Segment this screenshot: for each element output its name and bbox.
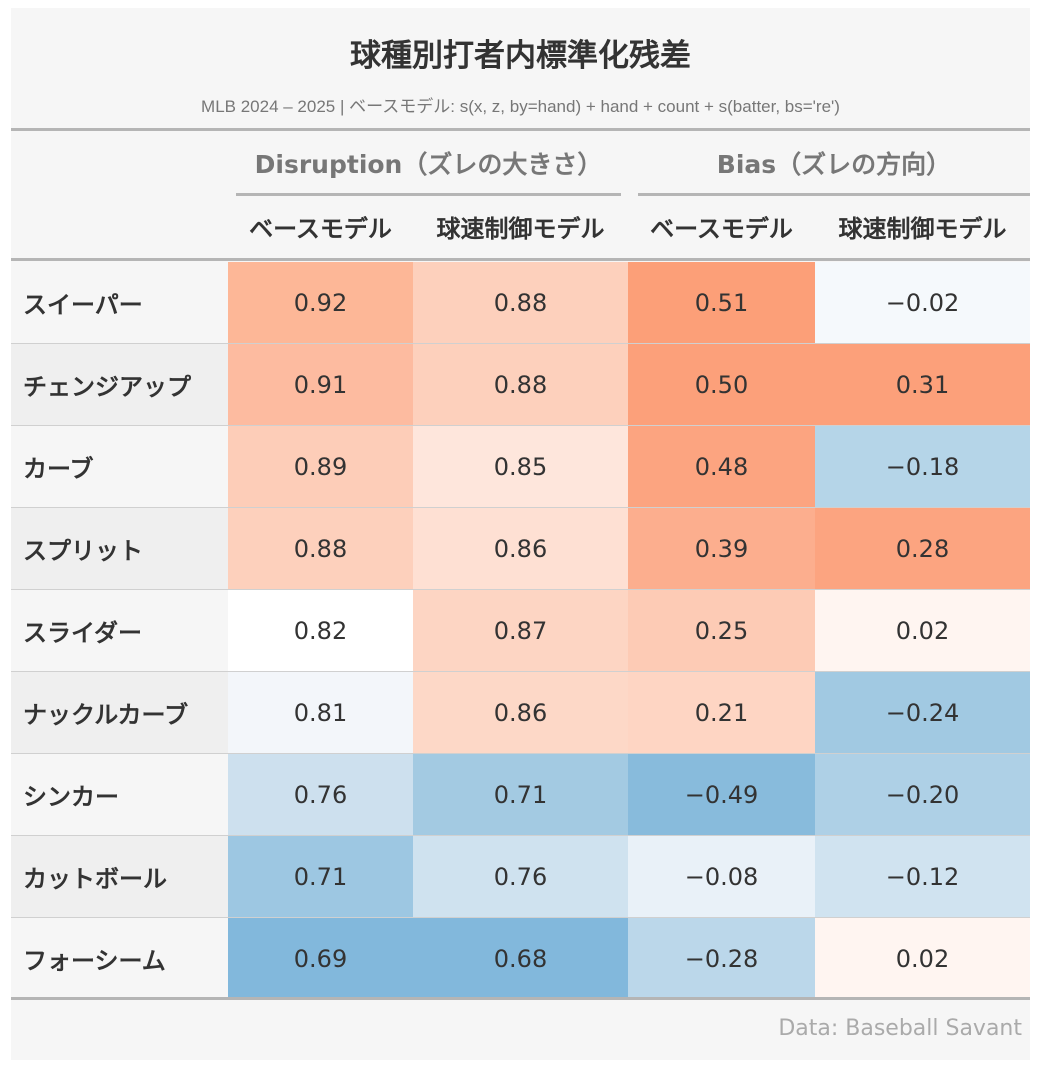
row-label: スプリット bbox=[11, 507, 228, 590]
value-cell: −0.08 bbox=[628, 835, 815, 918]
row-label: ナックルカーブ bbox=[11, 671, 228, 754]
table-row: ナックルカーブ 0.81 0.86 0.21 −0.24 bbox=[11, 671, 1030, 754]
header-divider bbox=[11, 128, 1030, 131]
table-row: フォーシーム 0.69 0.68 −0.28 0.02 bbox=[11, 917, 1030, 1000]
value-cell: 0.48 bbox=[628, 425, 815, 508]
value-cell: −0.20 bbox=[815, 753, 1030, 836]
value-cell: 0.71 bbox=[413, 753, 628, 836]
row-label: スイーパー bbox=[11, 262, 228, 344]
value-cell: 0.86 bbox=[413, 507, 628, 590]
table-container: 球種別打者内標準化残差 MLB 2024 – 2025 | ベースモデル: s(… bbox=[11, 8, 1030, 1060]
table-subtitle: MLB 2024 – 2025 | ベースモデル: s(x, z, by=han… bbox=[201, 97, 840, 116]
value-cell: 0.02 bbox=[815, 589, 1030, 672]
table-row: シンカー 0.76 0.71 −0.49 −0.20 bbox=[11, 753, 1030, 836]
value-cell: 0.88 bbox=[413, 262, 628, 344]
column-header: ベースモデル bbox=[650, 215, 793, 243]
value-cell: 0.69 bbox=[228, 917, 413, 1000]
column-header-divider bbox=[11, 258, 1030, 261]
value-cell: −0.18 bbox=[815, 425, 1030, 508]
value-cell: −0.24 bbox=[815, 671, 1030, 754]
column-header: 球速制御モデル bbox=[838, 215, 1007, 243]
value-cell: 0.51 bbox=[628, 262, 815, 344]
value-cell: 0.28 bbox=[815, 507, 1030, 590]
spanner-disruption: Disruption（ズレの大きさ） bbox=[236, 145, 621, 196]
value-cell: 0.88 bbox=[228, 507, 413, 590]
table-row: スプリット 0.88 0.86 0.39 0.28 bbox=[11, 507, 1030, 590]
table-row: スイーパー 0.92 0.88 0.51 −0.02 bbox=[11, 262, 1030, 344]
table-bottom-divider bbox=[11, 997, 1030, 1000]
value-cell: 0.02 bbox=[815, 917, 1030, 1000]
value-cell: 0.86 bbox=[413, 671, 628, 754]
value-cell: 0.81 bbox=[228, 671, 413, 754]
column-header: 球速制御モデル bbox=[436, 215, 605, 243]
value-cell: 0.25 bbox=[628, 589, 815, 672]
value-cell: 0.76 bbox=[413, 835, 628, 918]
row-label: シンカー bbox=[11, 753, 228, 836]
value-cell: 0.21 bbox=[628, 671, 815, 754]
value-cell: −0.02 bbox=[815, 262, 1030, 344]
column-header: ベースモデル bbox=[249, 215, 392, 243]
table-row: スライダー 0.82 0.87 0.25 0.02 bbox=[11, 589, 1030, 672]
value-cell: 0.89 bbox=[228, 425, 413, 508]
value-cell: 0.68 bbox=[413, 917, 628, 1000]
value-cell: −0.28 bbox=[628, 917, 815, 1000]
value-cell: −0.49 bbox=[628, 753, 815, 836]
value-cell: 0.31 bbox=[815, 343, 1030, 426]
data-table: スイーパー 0.92 0.88 0.51 −0.02 チェンジアップ 0.91 0.88 0.5… bbox=[11, 262, 1030, 1000]
row-label: カットボール bbox=[11, 835, 228, 918]
value-cell: 0.88 bbox=[413, 343, 628, 426]
table-row: カーブ 0.89 0.85 0.48 −0.18 bbox=[11, 425, 1030, 508]
table-title: 球種別打者内標準化残差 bbox=[350, 38, 691, 74]
row-label: フォーシーム bbox=[11, 917, 228, 1000]
value-cell: 0.87 bbox=[413, 589, 628, 672]
value-cell: 0.92 bbox=[228, 262, 413, 344]
table-row: カットボール 0.71 0.76 −0.08 −0.12 bbox=[11, 835, 1030, 918]
table-row: チェンジアップ 0.91 0.88 0.50 0.31 bbox=[11, 343, 1030, 426]
value-cell: 0.76 bbox=[228, 753, 413, 836]
value-cell: 0.91 bbox=[228, 343, 413, 426]
value-cell: 0.50 bbox=[628, 343, 815, 426]
value-cell: 0.85 bbox=[413, 425, 628, 508]
row-label: スライダー bbox=[11, 589, 228, 672]
value-cell: 0.82 bbox=[228, 589, 413, 672]
spanner-bias: Bias（ズレの方向） bbox=[638, 145, 1030, 196]
value-cell: 0.71 bbox=[228, 835, 413, 918]
value-cell: −0.12 bbox=[815, 835, 1030, 918]
source-note: Data: Baseball Savant bbox=[778, 1016, 1022, 1041]
row-label: カーブ bbox=[11, 425, 228, 508]
value-cell: 0.39 bbox=[628, 507, 815, 590]
row-label: チェンジアップ bbox=[11, 343, 228, 426]
